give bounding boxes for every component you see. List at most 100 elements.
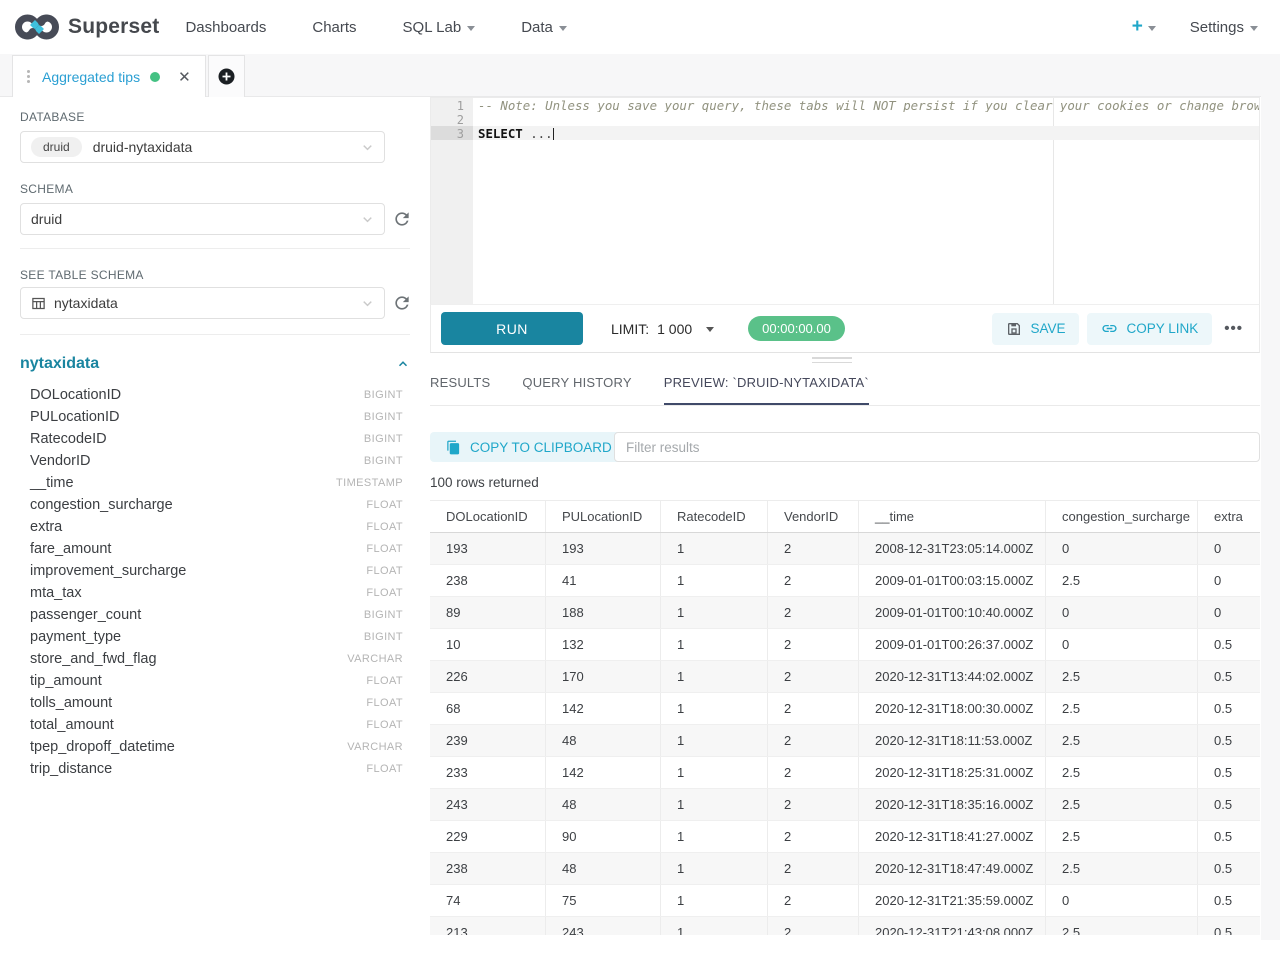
cell: 229 bbox=[446, 829, 468, 844]
schema-select[interactable]: druid bbox=[20, 203, 385, 235]
limit-dropdown[interactable]: LIMIT: 1 000 bbox=[611, 321, 715, 337]
more-options-button[interactable]: ••• bbox=[1220, 320, 1247, 337]
table-row: 238 41 1 2 2009-01-01T00:03:15.000Z 2.5 … bbox=[430, 565, 1260, 597]
database-select[interactable]: druid druid-nytaxidata bbox=[20, 131, 385, 163]
header-cell[interactable]: PULocationID bbox=[545, 501, 660, 532]
cell: 0 bbox=[1197, 565, 1260, 596]
refresh-icon bbox=[395, 212, 409, 226]
cell: 1 bbox=[660, 885, 767, 916]
chevron-up-icon[interactable] bbox=[396, 357, 410, 371]
header-cell[interactable]: __time bbox=[858, 501, 1045, 532]
cell: 0.5 bbox=[1197, 885, 1260, 916]
navbar-right: + Settings bbox=[1132, 0, 1258, 54]
table-row: 213 243 1 2 2020-12-31T21:43:08.000Z 2.5… bbox=[430, 917, 1260, 935]
save-button[interactable]: SAVE bbox=[992, 312, 1080, 345]
settings-menu[interactable]: Settings bbox=[1190, 19, 1258, 36]
column-type: FLOAT bbox=[366, 719, 403, 731]
column-row: passenger_count BIGINT bbox=[30, 604, 403, 626]
editor-toolbar-right: SAVE COPY LINK ••• bbox=[992, 312, 1247, 345]
column-type: BIGINT bbox=[363, 631, 403, 643]
cell: 2020-12-31T13:44:02.000Z bbox=[858, 661, 1045, 692]
top-navbar: Superset Dashboards Charts SQL Lab Data … bbox=[0, 0, 1280, 54]
query-tab-aggregated-tips[interactable]: Aggregated tips ✕ bbox=[12, 55, 206, 97]
south-pane-tabs: RESULTS QUERY HISTORY PREVIEW: `DRUID-NY… bbox=[430, 368, 1260, 406]
new-item-button[interactable]: + bbox=[1132, 16, 1156, 38]
column-list: DOLocationID BIGINT PULocationID BIGINT … bbox=[30, 384, 403, 780]
cell: 193 bbox=[446, 541, 468, 556]
column-name: RatecodeID bbox=[30, 431, 107, 447]
cell: 0 bbox=[1197, 597, 1260, 628]
results-rows: 193 193 1 2 2008-12-31T23:05:14.000Z 0 0… bbox=[430, 533, 1260, 935]
column-name: tip_amount bbox=[30, 673, 102, 689]
panel-resize-handle[interactable] bbox=[812, 357, 852, 366]
column-row: tolls_amount FLOAT bbox=[30, 692, 403, 714]
header-cell[interactable]: congestion_surcharge bbox=[1045, 501, 1197, 532]
column-name: DOLocationID bbox=[30, 387, 122, 403]
cell: 2.5 bbox=[1045, 565, 1197, 596]
header-cell[interactable]: extra bbox=[1197, 501, 1260, 532]
table-schema-header[interactable]: nytaxidata bbox=[20, 355, 410, 373]
cell: 48 bbox=[545, 789, 660, 820]
refresh-schema-button[interactable] bbox=[392, 209, 412, 229]
cell: 238 bbox=[446, 573, 468, 588]
refresh-tables-button[interactable] bbox=[392, 293, 412, 313]
new-query-tab-button[interactable] bbox=[208, 55, 245, 97]
nav-data[interactable]: Data bbox=[521, 19, 567, 36]
header-cell[interactable]: RatecodeID bbox=[660, 501, 767, 532]
close-tab-icon[interactable]: ✕ bbox=[178, 68, 191, 86]
column-row: fare_amount FLOAT bbox=[30, 538, 403, 560]
south-pane-tab[interactable]: QUERY HISTORY bbox=[522, 375, 632, 390]
caret-down-icon bbox=[1250, 25, 1258, 31]
cell: 0.5 bbox=[1197, 693, 1260, 724]
south-pane-tab[interactable]: RESULTS bbox=[430, 375, 491, 390]
results-grid[interactable]: DOLocationID PULocationID RatecodeID Ven… bbox=[430, 500, 1260, 935]
cell: 2008-12-31T23:05:14.000Z bbox=[858, 533, 1045, 564]
column-row: total_amount FLOAT bbox=[30, 714, 403, 736]
copy-link-button[interactable]: COPY LINK bbox=[1087, 312, 1213, 345]
query-tab-strip: Aggregated tips ✕ bbox=[0, 54, 1280, 97]
run-button[interactable]: RUN bbox=[441, 312, 583, 345]
cell: 2 bbox=[767, 821, 858, 852]
cell: 1 bbox=[660, 597, 767, 628]
cell: 2.5 bbox=[1045, 789, 1197, 820]
cell: 1 bbox=[660, 693, 767, 724]
south-pane-tab[interactable]: PREVIEW: `DRUID-NYTAXIDATA` bbox=[663, 375, 869, 405]
cell: 2020-12-31T18:00:30.000Z bbox=[858, 693, 1045, 724]
divider bbox=[20, 248, 410, 249]
nav-menu: Dashboards Charts SQL Lab Data bbox=[185, 18, 567, 36]
table-icon bbox=[32, 297, 45, 309]
cell: 2020-12-31T21:35:59.000Z bbox=[858, 885, 1045, 916]
nav-dashboards[interactable]: Dashboards bbox=[185, 18, 267, 36]
cell: 0.5 bbox=[1197, 757, 1260, 788]
caret-down-icon bbox=[1147, 25, 1156, 31]
rows-returned-text: 100 rows returned bbox=[430, 475, 539, 490]
editor-toolbar: RUN LIMIT: 1 000 00:00:00.00 SAVE COPY L… bbox=[430, 305, 1260, 353]
column-name: payment_type bbox=[30, 629, 122, 645]
infinity-logo-icon bbox=[15, 14, 59, 40]
caret-down-icon bbox=[558, 25, 567, 31]
cell: 213 bbox=[446, 925, 468, 935]
text-cursor bbox=[552, 128, 555, 140]
cell: 1 bbox=[660, 757, 767, 788]
table-select[interactable]: nytaxidata bbox=[20, 287, 385, 319]
nav-charts[interactable]: Charts bbox=[312, 18, 357, 36]
drag-handle-icon[interactable] bbox=[27, 70, 30, 83]
sql-text: ... bbox=[522, 126, 553, 140]
results-table: DOLocationID PULocationID RatecodeID Ven… bbox=[430, 500, 1260, 935]
header-cell[interactable]: VendorID bbox=[767, 501, 858, 532]
editor-code-area[interactable]: -- Note: Unless you save your query, the… bbox=[473, 98, 1259, 304]
filter-results-input[interactable] bbox=[614, 432, 1260, 462]
column-type: VARCHAR bbox=[347, 741, 403, 753]
copy-to-clipboard-button[interactable]: COPY TO CLIPBOARD bbox=[430, 432, 628, 462]
caret-down-icon bbox=[706, 327, 715, 332]
sql-editor[interactable]: 1 2 3 -- Note: Unless you save your quer… bbox=[430, 97, 1260, 305]
column-type: FLOAT bbox=[366, 675, 403, 687]
query-timer-badge: 00:00:00.00 bbox=[748, 316, 845, 341]
superset-logo[interactable]: Superset bbox=[14, 12, 159, 42]
table-row: 193 193 1 2 2008-12-31T23:05:14.000Z 0 0 bbox=[430, 533, 1260, 565]
header-cell[interactable]: DOLocationID bbox=[446, 509, 528, 524]
cell: 2.5 bbox=[1045, 853, 1197, 884]
nav-sql-lab[interactable]: SQL Lab bbox=[403, 19, 476, 36]
line-number: 2 bbox=[456, 113, 464, 127]
